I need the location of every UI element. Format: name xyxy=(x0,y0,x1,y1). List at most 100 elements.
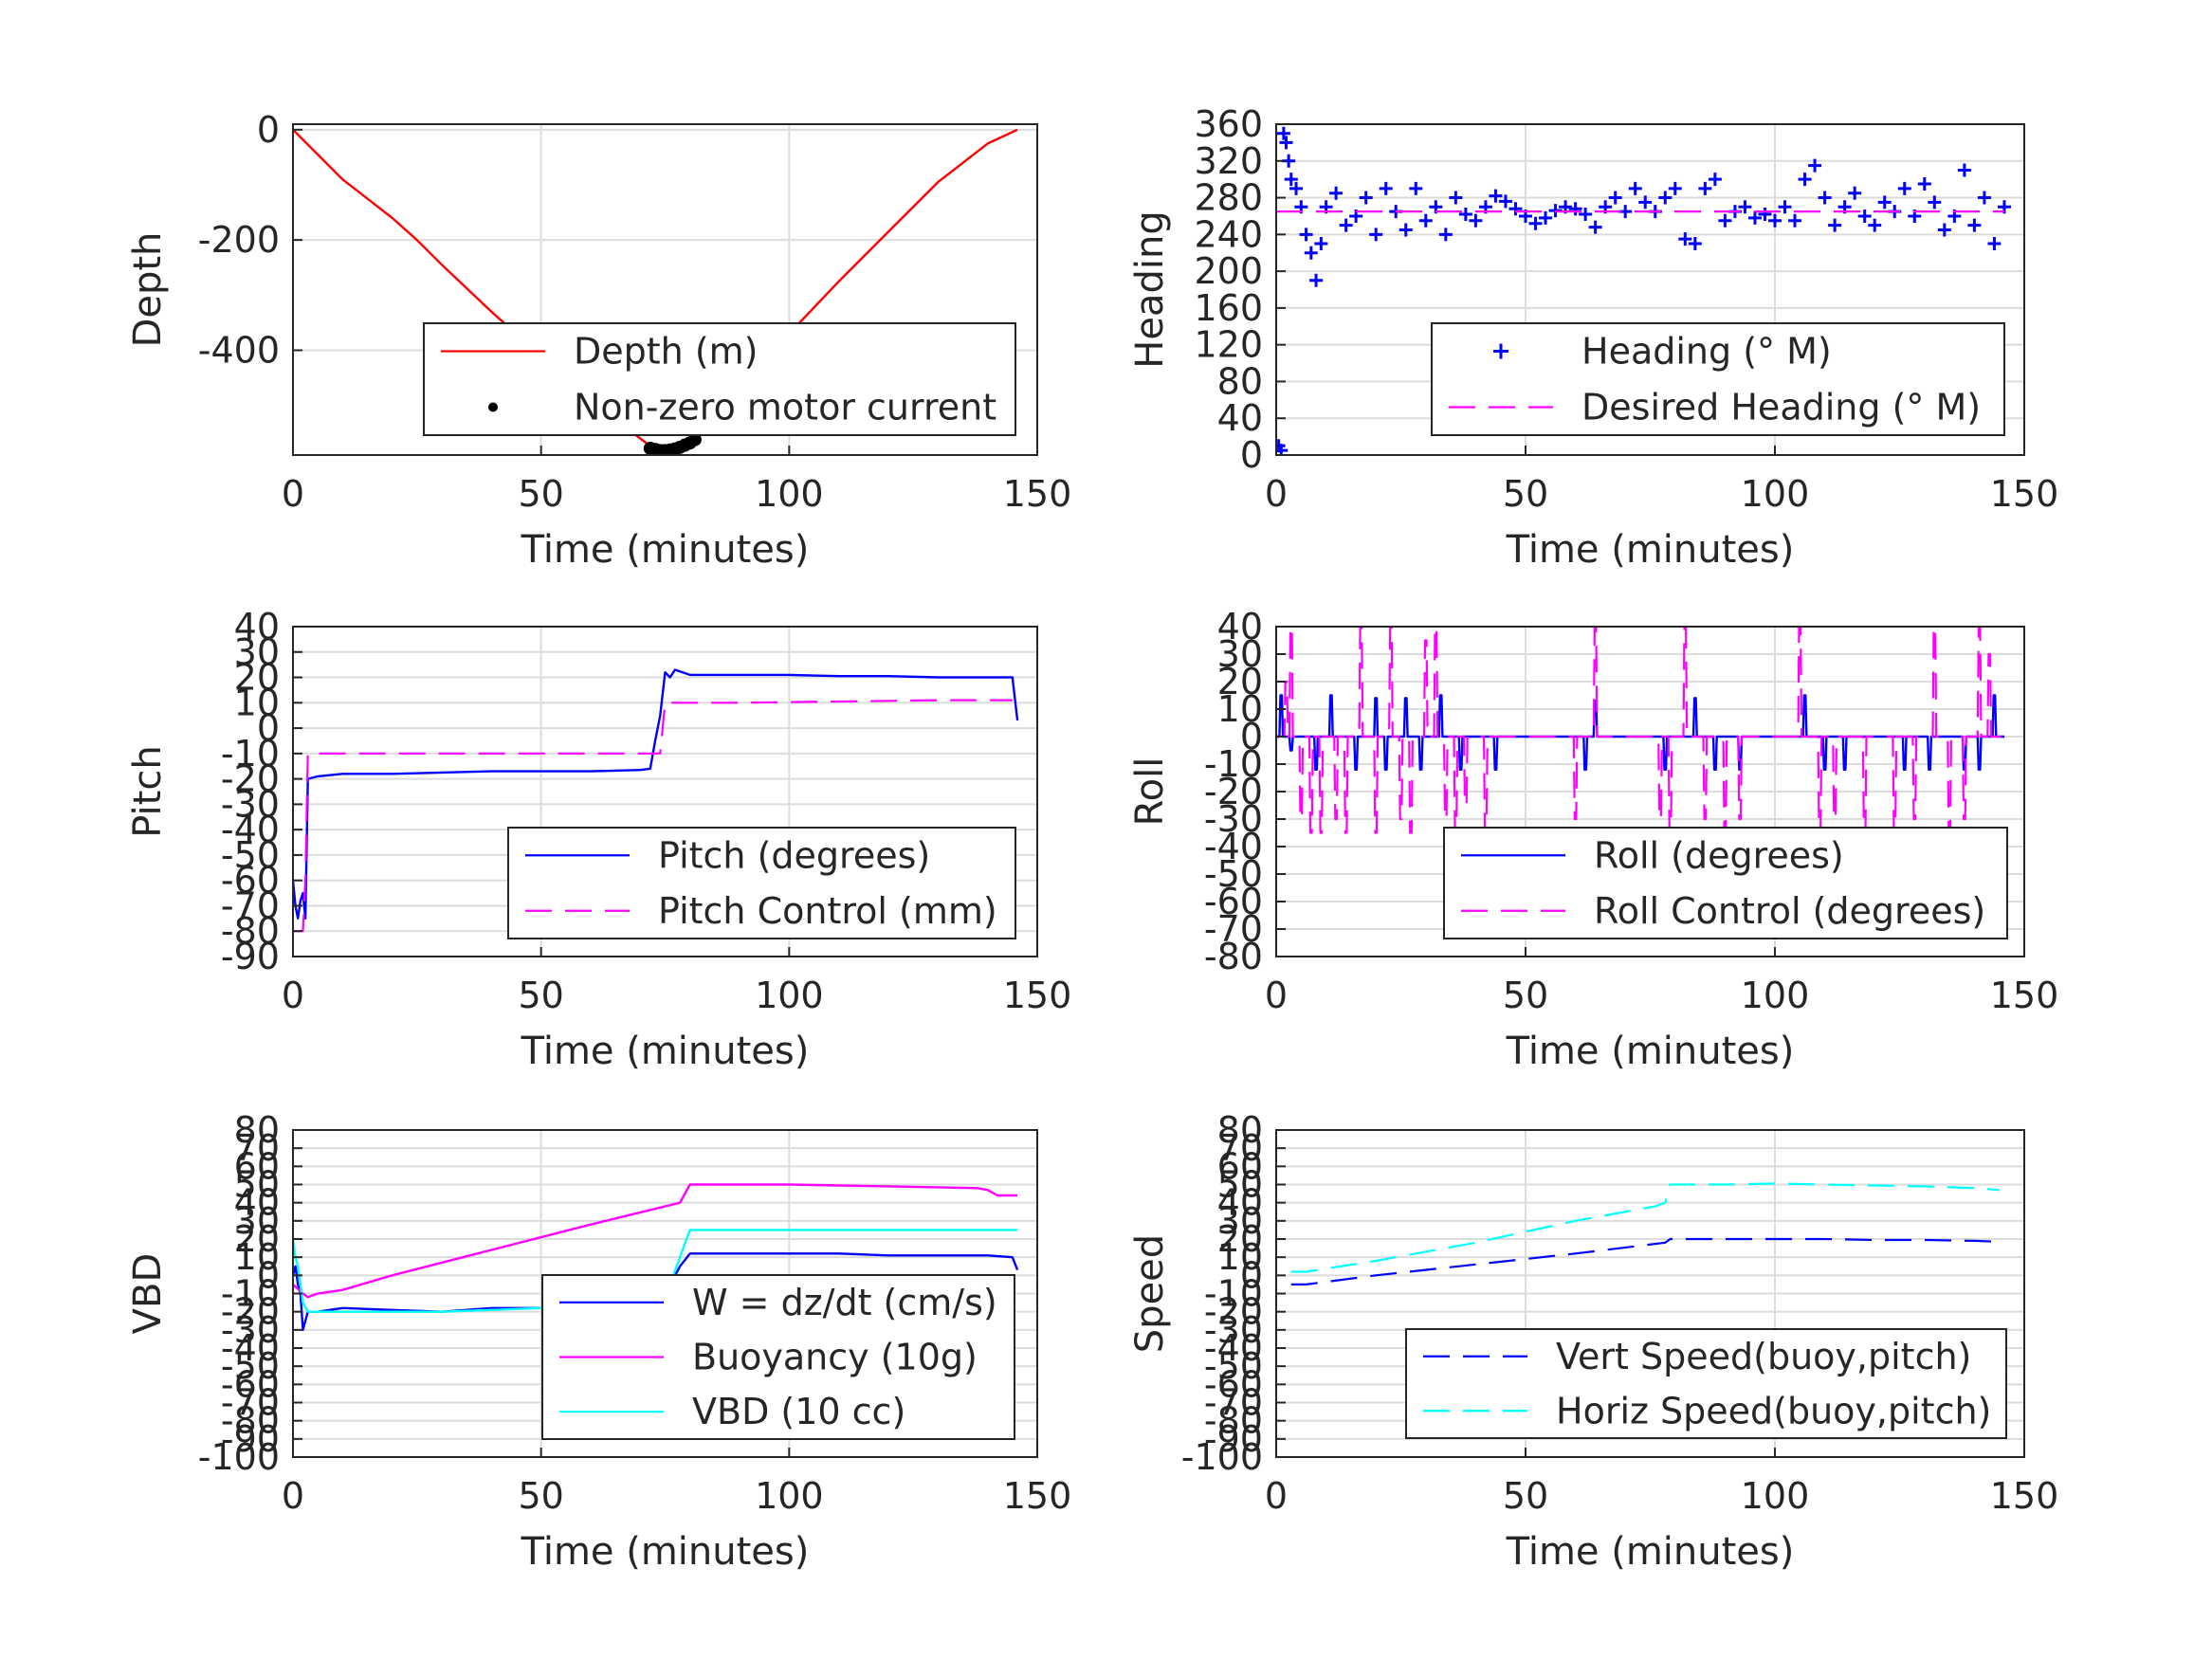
x-tick-label: 150 xyxy=(1990,975,2059,1016)
legend-swatch xyxy=(488,402,498,412)
series-group xyxy=(293,128,1018,455)
data-point xyxy=(1917,177,1931,191)
y-tick-label: -10 xyxy=(221,1273,280,1315)
y-axis-label: Pitch xyxy=(126,745,170,837)
y-tick-label: -40 xyxy=(1204,1327,1263,1369)
data-point xyxy=(1897,181,1911,195)
data-point xyxy=(1967,218,1982,232)
legend: Heading (° M) Desired Heading (° M) xyxy=(1431,322,2005,436)
data-point xyxy=(1284,173,1298,187)
x-tick-label: 150 xyxy=(1003,975,1072,1016)
data-point xyxy=(1957,163,1971,177)
x-axis-label: Time (minutes) xyxy=(1506,1530,1795,1574)
y-tick-label: -60 xyxy=(1204,881,1263,922)
y-tick-label: 360 xyxy=(1194,103,1263,145)
series-horiz-speed-buoy-pitch-line xyxy=(1290,1182,2000,1273)
y-tick-label: -70 xyxy=(1204,1382,1263,1424)
x-tick-label: 50 xyxy=(518,975,563,1016)
y-tick-label: 80 xyxy=(1217,360,1263,402)
x-tick-label: 100 xyxy=(755,473,824,515)
data-point xyxy=(1379,181,1393,195)
x-tick-label: 0 xyxy=(1265,975,1288,1016)
data-point xyxy=(1359,191,1373,205)
y-axis-label: Speed xyxy=(1128,1234,1172,1353)
x-tick-label: 100 xyxy=(1741,1475,1810,1517)
legend-label: Heading (° M) xyxy=(1581,331,1832,373)
x-tick-label: 100 xyxy=(755,1475,824,1517)
data-point xyxy=(1688,237,1702,251)
y-tick-label: -30 xyxy=(221,783,280,825)
y-tick-label: 30 xyxy=(1217,633,1263,675)
x-tick-label: 150 xyxy=(1003,1475,1072,1517)
x-tick-label: 0 xyxy=(282,1475,304,1517)
y-tick-label: -30 xyxy=(1204,1309,1263,1351)
y-tick-label: 10 xyxy=(1217,1236,1263,1278)
y-tick-label: -50 xyxy=(221,1345,280,1387)
data-point xyxy=(1309,273,1324,287)
series-group xyxy=(293,668,1019,933)
y-tick-label: 40 xyxy=(1217,606,1263,647)
x-tick-label: 50 xyxy=(518,1475,563,1517)
y-tick-label: -10 xyxy=(1204,743,1263,785)
y-tick-label: -20 xyxy=(1204,771,1263,812)
data-point xyxy=(1668,181,1682,195)
axes-frame xyxy=(1275,123,2025,456)
data-point xyxy=(1768,213,1782,228)
data-point xyxy=(1628,181,1642,195)
x-tick-label: 0 xyxy=(282,975,304,1016)
data-point xyxy=(1808,158,1822,173)
data-point xyxy=(1778,200,1792,214)
y-tick-label: 70 xyxy=(1217,1127,1263,1169)
speed-chart: 0 50 100 150-100-90-80-70-60-50-40-30-20-10… xyxy=(1128,1109,2058,1574)
data-point xyxy=(1987,237,2002,251)
y-tick-label: 240 xyxy=(1194,213,1263,255)
y-tick-label: -100 xyxy=(198,1436,280,1478)
y-tick-label: 40 xyxy=(234,1182,280,1224)
y-tick-label: 40 xyxy=(1217,1182,1263,1224)
data-point xyxy=(1469,213,1483,228)
y-tick-label: 30 xyxy=(1217,1200,1263,1242)
y-tick-label: 320 xyxy=(1194,140,1263,182)
legend-box xyxy=(423,322,1016,436)
x-tick-label: 150 xyxy=(1003,473,1072,515)
y-tick-label: -90 xyxy=(1204,1418,1263,1460)
data-point xyxy=(1418,213,1433,228)
data-point xyxy=(1458,208,1472,222)
y-tick-label: 10 xyxy=(1217,688,1263,730)
data-point xyxy=(1299,228,1313,242)
y-tick-label: 280 xyxy=(1194,177,1263,219)
series-group xyxy=(1276,627,2004,834)
legend-label: Buoyancy (10g) xyxy=(692,1337,978,1378)
y-tick-label: -40 xyxy=(221,1327,280,1369)
y-tick-label: 200 xyxy=(1194,250,1263,292)
data-point xyxy=(1449,191,1463,205)
x-axis-label: Time (minutes) xyxy=(521,528,810,572)
y-tick-label: -60 xyxy=(221,1363,280,1405)
depth-chart: 0 50 100 150 0 -200 -400 Time (minutes) Depth Dep… xyxy=(126,109,1071,572)
y-tick-label: 70 xyxy=(234,1127,280,1169)
data-point xyxy=(1698,181,1712,195)
data-point xyxy=(1658,191,1673,205)
data-point xyxy=(1339,218,1353,232)
x-axis-label: Time (minutes) xyxy=(521,1030,810,1073)
y-tick-label: -90 xyxy=(221,1418,280,1460)
y-tick-label: -60 xyxy=(221,860,280,902)
legend: W = dz/dt (cm/s) Buoyancy (10g) VBD (10 cc… xyxy=(541,1274,1015,1440)
legend-label: Horiz Speed(buoy,pitch) xyxy=(1556,1390,1991,1431)
data-point xyxy=(1588,220,1602,234)
x-tick-label: 50 xyxy=(1503,473,1548,515)
y-tick-label: 50 xyxy=(1217,1164,1263,1206)
legend: Roll (degrees) Roll Control (degrees) xyxy=(1443,827,2008,939)
data-point xyxy=(1304,246,1318,260)
series-pitch-control-mm-line xyxy=(293,699,1013,933)
y-tick-label: 0 xyxy=(1240,716,1263,757)
legend: Vert Speed(buoy,pitch) Horiz Speed(buoy,p… xyxy=(1405,1328,2007,1439)
data-point xyxy=(1579,208,1593,222)
x-axis-label: Time (minutes) xyxy=(1506,1030,1795,1073)
data-point xyxy=(1329,186,1344,200)
data-point xyxy=(1539,210,1553,225)
x-tick-label: 0 xyxy=(1265,473,1288,515)
legend: Pitch (degrees) Pitch Control (mm) xyxy=(507,827,1016,939)
data-point xyxy=(1868,218,1882,232)
legend-label: Roll Control (degrees) xyxy=(1594,890,1985,932)
